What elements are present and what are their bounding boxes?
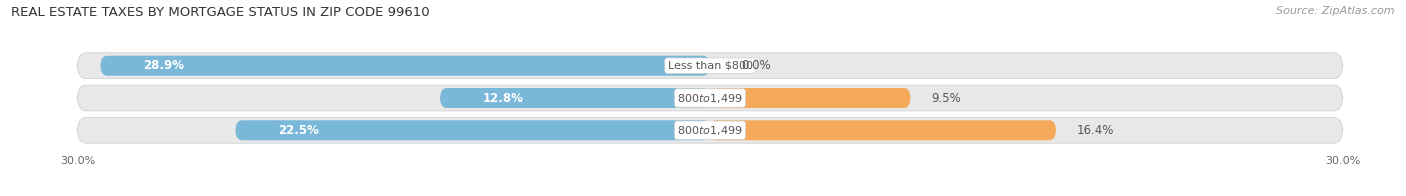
Text: 16.4%: 16.4% xyxy=(1077,124,1115,137)
FancyBboxPatch shape xyxy=(77,53,1343,79)
Text: REAL ESTATE TAXES BY MORTGAGE STATUS IN ZIP CODE 99610: REAL ESTATE TAXES BY MORTGAGE STATUS IN … xyxy=(11,6,430,19)
Text: 22.5%: 22.5% xyxy=(278,124,319,137)
FancyBboxPatch shape xyxy=(440,88,710,108)
Text: Source: ZipAtlas.com: Source: ZipAtlas.com xyxy=(1277,6,1395,16)
FancyBboxPatch shape xyxy=(101,56,710,76)
Text: 28.9%: 28.9% xyxy=(143,59,184,72)
FancyBboxPatch shape xyxy=(710,120,1056,140)
Text: Less than $800: Less than $800 xyxy=(668,61,752,71)
FancyBboxPatch shape xyxy=(77,85,1343,111)
Text: $800 to $1,499: $800 to $1,499 xyxy=(678,92,742,104)
FancyBboxPatch shape xyxy=(710,88,911,108)
Text: $800 to $1,499: $800 to $1,499 xyxy=(678,124,742,137)
Text: 12.8%: 12.8% xyxy=(482,92,523,104)
FancyBboxPatch shape xyxy=(77,117,1343,143)
FancyBboxPatch shape xyxy=(236,120,710,140)
Text: 0.0%: 0.0% xyxy=(742,59,772,72)
Text: 9.5%: 9.5% xyxy=(931,92,962,104)
